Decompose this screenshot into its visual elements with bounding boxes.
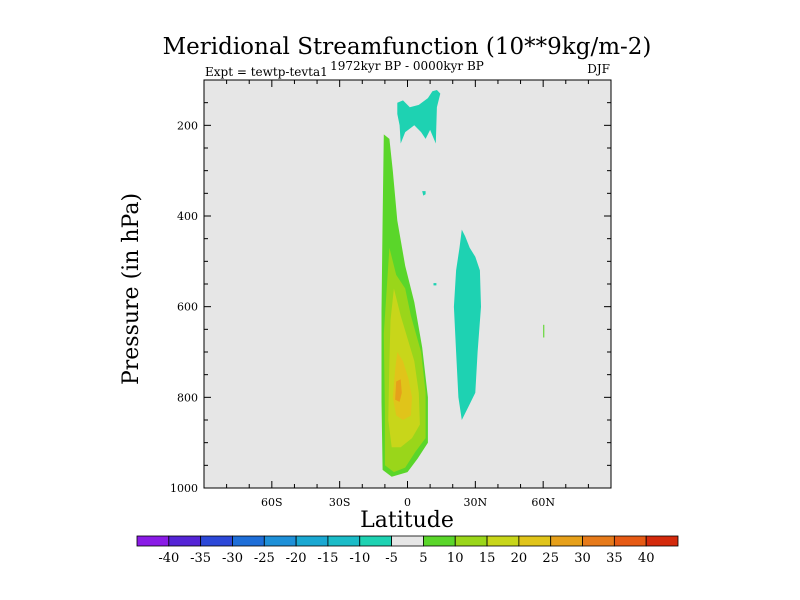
colorbar-label: 25 xyxy=(542,551,559,566)
y-tick-label: 400 xyxy=(177,210,198,223)
colorbar-box xyxy=(168,535,202,547)
colorbar-label: 20 xyxy=(511,551,528,566)
colorbar-box xyxy=(232,535,265,547)
subtitle-right: DJF xyxy=(587,62,610,76)
colorbar-label: -35 xyxy=(190,551,211,566)
contour-positive-20-25 xyxy=(392,352,412,420)
colorbar-label: -30 xyxy=(222,551,243,566)
y-tick-label: 200 xyxy=(177,119,198,132)
colorbar-box xyxy=(423,535,456,547)
colorbar: -40 -35 -30 -25 -20 -15 -10 -5 5 10 15 20 25 30 35 40 xyxy=(136,535,679,566)
colorbar-box xyxy=(136,535,170,547)
colorbar-label: -20 xyxy=(286,551,307,566)
colorbar-label: -25 xyxy=(254,551,275,566)
colorbar-box xyxy=(200,535,233,547)
colorbar-label: 10 xyxy=(447,551,464,566)
contour-negative-upper-cell xyxy=(397,90,441,144)
colorbar-label: -5 xyxy=(385,551,398,566)
colorbar-box xyxy=(359,535,392,547)
contour-positive-25-30 xyxy=(395,379,402,402)
chart-title: Meridional Streamfunction (10**9kg/m-2) xyxy=(163,34,652,60)
colorbar-box xyxy=(295,535,329,547)
contour-negative-dot xyxy=(433,283,437,286)
y-tick-label: 800 xyxy=(177,391,198,404)
colorbar-box xyxy=(582,535,615,547)
y-tick-label: 1000 xyxy=(170,482,198,495)
y-tick-label: 600 xyxy=(177,301,198,314)
x-tick-label: 0 xyxy=(404,496,411,509)
x-tick-label: 30S xyxy=(329,496,351,509)
colorbar-box xyxy=(550,535,583,547)
subtitle-center: 1972kyr BP - 0000kyr BP xyxy=(330,59,484,73)
colorbar-label: -40 xyxy=(158,551,179,566)
x-tick-label: 60N xyxy=(531,496,555,509)
x-axis-label: Latitude xyxy=(360,508,454,533)
colorbar-label: -10 xyxy=(349,551,370,566)
colorbar-box xyxy=(263,535,297,547)
colorbar-label: 35 xyxy=(606,551,623,566)
colorbar-box xyxy=(518,535,552,547)
contour-negative-mid-cell xyxy=(453,229,481,420)
x-tick-label: 30N xyxy=(464,496,488,509)
colorbar-box xyxy=(486,535,520,547)
colorbar-box xyxy=(327,535,361,547)
colorbar-box xyxy=(391,535,424,547)
contour-regions xyxy=(381,90,545,477)
axis-ticks: 60S 30S 0 30N 60N 200 400 600 800 1000 xyxy=(170,80,611,509)
subtitle-left: Expt = tewtp-tevta1 xyxy=(205,65,328,79)
y-axis-label: Pressure (in hPa) xyxy=(119,193,144,385)
colorbar-box xyxy=(454,535,488,547)
colorbar-label: 30 xyxy=(574,551,591,566)
colorbar-box xyxy=(613,535,647,547)
colorbar-label: 40 xyxy=(638,551,655,566)
colorbar-label: 15 xyxy=(479,551,496,566)
colorbar-label: -15 xyxy=(317,551,338,566)
contour-negative-speck xyxy=(422,191,426,196)
colorbar-label: 5 xyxy=(419,551,427,566)
x-tick-label: 60S xyxy=(261,496,283,509)
colorbar-box xyxy=(645,535,679,547)
contour-positive-dot xyxy=(543,324,545,338)
